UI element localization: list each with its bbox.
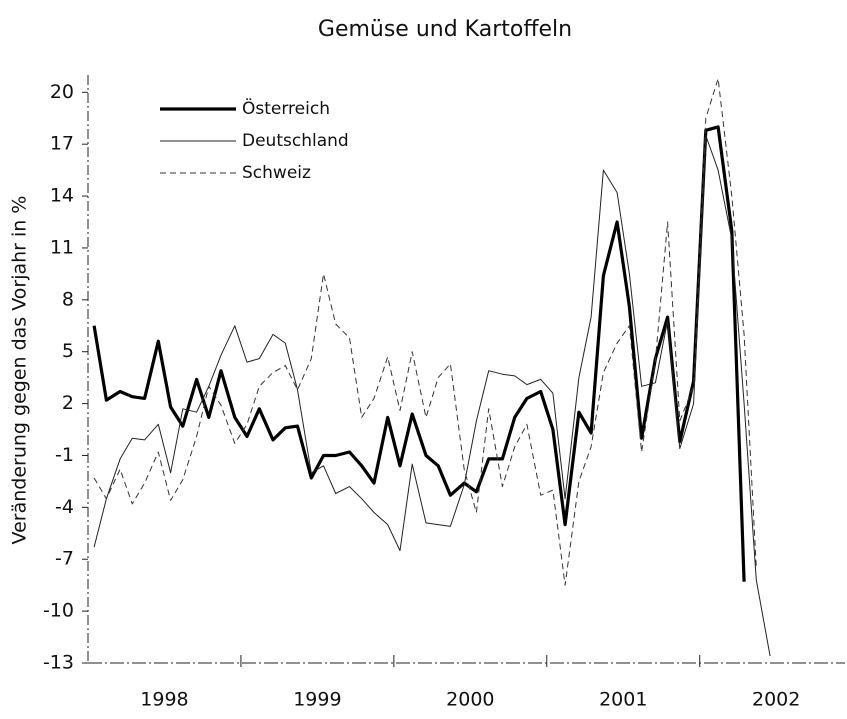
y-tick-label: 5: [62, 340, 74, 362]
y-tick-label: 8: [62, 288, 74, 310]
legend-label: Deutschland: [242, 131, 349, 151]
legend-label: Schweiz: [242, 163, 311, 183]
y-tick-label: -4: [55, 496, 74, 518]
x-tick-label: 2002: [752, 689, 800, 711]
legend-label: Österreich: [242, 97, 330, 119]
series-line: [93, 78, 757, 586]
x-tick-label: 2000: [446, 689, 494, 711]
y-tick-label: 17: [50, 133, 74, 155]
chart-title: Gemüse und Kartoffeln: [318, 17, 572, 42]
y-axis-label: Veränderung gegen das Vorjahr in %: [9, 196, 31, 545]
x-tick-label: 2001: [599, 689, 647, 711]
y-tick-label: 11: [50, 236, 74, 258]
x-tick-label: 1999: [293, 689, 341, 711]
y-tick-label: 20: [50, 81, 74, 103]
y-tick-label: -13: [43, 652, 74, 674]
y-tick-label: 2: [62, 392, 74, 414]
y-tick-label: -10: [43, 600, 74, 622]
y-tick-label: 14: [50, 185, 74, 207]
x-tick-label: 1998: [140, 689, 188, 711]
y-tick-label: -7: [55, 548, 74, 570]
y-tick-label: -1: [55, 444, 74, 466]
series-line: [93, 135, 771, 657]
series-line: [92, 125, 746, 582]
